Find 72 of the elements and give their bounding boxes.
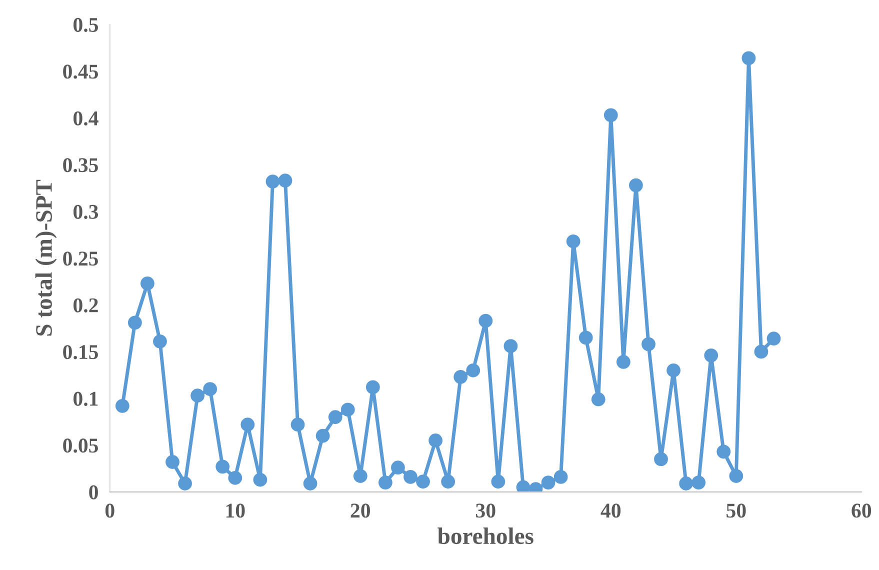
x-axis-title: boreholes: [438, 527, 534, 544]
point: [404, 470, 418, 484]
point: [115, 398, 130, 413]
point: [303, 476, 318, 490]
point: [178, 476, 192, 490]
point: [140, 276, 154, 290]
point: [328, 410, 342, 424]
y-tick-label: 0.15: [63, 345, 98, 360]
point: [166, 455, 180, 469]
point: [190, 388, 204, 403]
point: [478, 314, 493, 328]
point: [692, 476, 706, 490]
point: [616, 355, 630, 369]
y-tick-label: 0: [89, 485, 98, 500]
y-tick-label: 0.3: [74, 204, 98, 219]
point: [253, 472, 268, 487]
point: [729, 469, 744, 483]
y-tick-label: 0.2: [74, 298, 98, 312]
point: [591, 392, 606, 406]
point: [378, 476, 392, 490]
point: [128, 316, 142, 330]
point: [428, 434, 442, 448]
y-axis-title: S total (m)-SPT: [35, 180, 57, 336]
point: [642, 337, 656, 352]
point: [391, 460, 405, 475]
point: [153, 334, 167, 348]
y-tick-label: 0.45: [63, 64, 98, 79]
point: [666, 363, 680, 378]
point: [604, 108, 618, 122]
point: [278, 174, 292, 188]
point: [554, 470, 568, 484]
y-tick-label: 0.5: [74, 18, 98, 32]
point: [654, 452, 668, 466]
x-tick-label: 20: [350, 504, 370, 518]
point: [228, 470, 242, 485]
point: [629, 178, 643, 192]
point: [679, 476, 694, 490]
x-tick-label: 30: [476, 504, 496, 518]
point: [541, 476, 556, 490]
point: [742, 51, 756, 66]
point: [516, 480, 530, 492]
point: [491, 474, 506, 489]
point: [454, 370, 468, 384]
point: [578, 330, 593, 345]
point: [704, 348, 718, 362]
x-tick-label: 40: [600, 504, 621, 518]
point: [266, 174, 280, 188]
point: [716, 444, 731, 459]
point: [316, 428, 330, 443]
y-tick-label: 0.4: [74, 111, 98, 126]
y-tick-label: 0.1: [74, 392, 98, 406]
y-tick-label: 0.25: [63, 252, 98, 266]
x-tick-label: 0: [105, 504, 114, 518]
point: [441, 474, 456, 489]
x-tick-label: 50: [726, 504, 746, 518]
point: [340, 402, 355, 417]
point: [203, 382, 218, 396]
point: [754, 344, 768, 359]
point: [353, 469, 368, 483]
y-tick-label: 0.35: [63, 158, 98, 172]
point: [416, 474, 430, 489]
point: [240, 418, 255, 432]
point: [766, 332, 781, 346]
point: [466, 363, 480, 378]
point: [566, 234, 580, 248]
y-tick-label: 0.05: [63, 438, 98, 453]
x-tick-label: 60: [852, 504, 872, 518]
point: [290, 418, 305, 432]
point: [366, 380, 380, 394]
point: [216, 460, 230, 474]
x-tick-label: 10: [226, 504, 245, 518]
point: [504, 339, 518, 354]
